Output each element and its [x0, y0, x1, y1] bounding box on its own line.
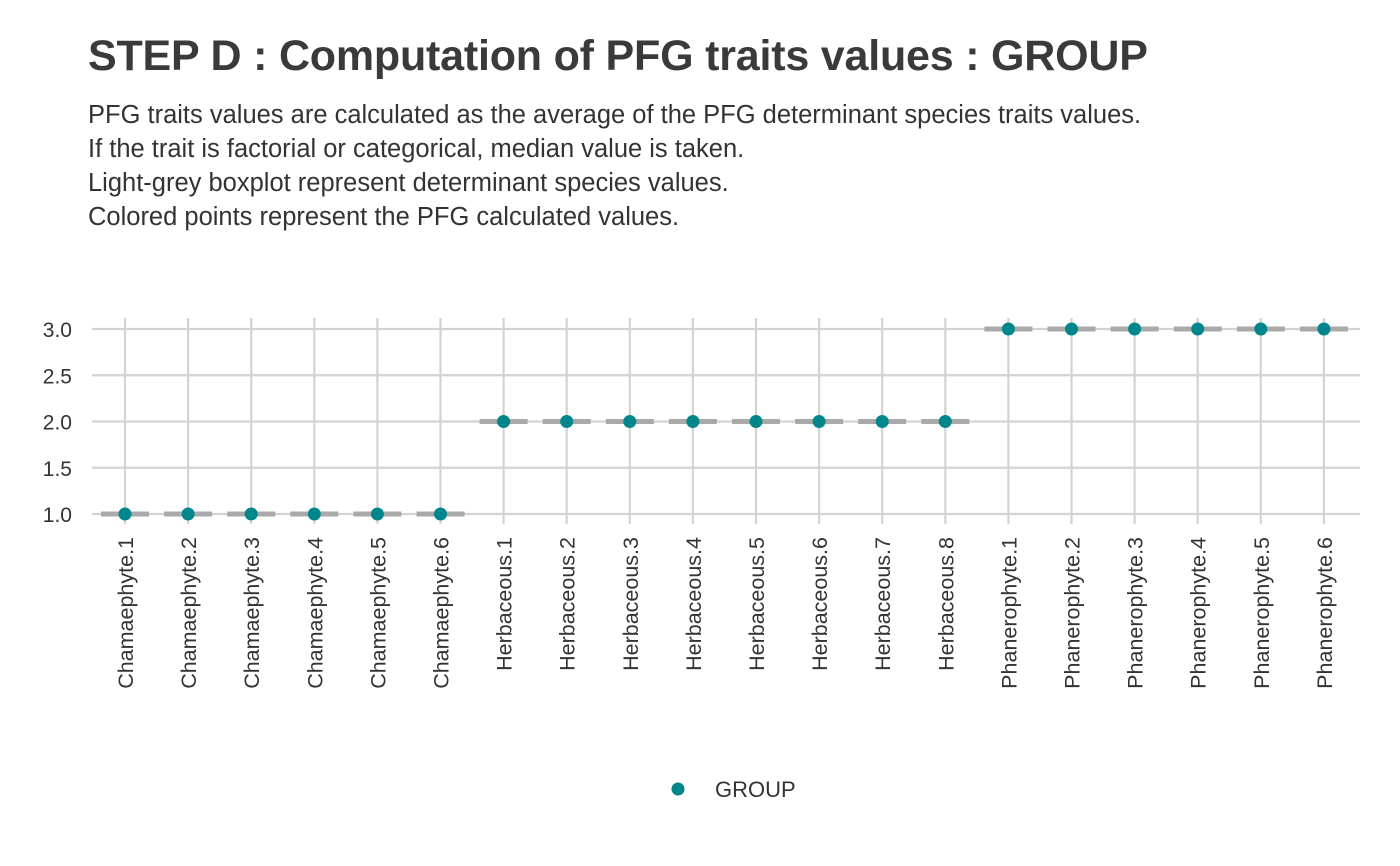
- x-tick-label: Chamaephyte.5: [366, 537, 390, 689]
- y-tick-label: 1.5: [43, 458, 72, 481]
- chart-subtitle: PFG traits values are calculated as the …: [88, 98, 1141, 234]
- y-tick-label: 3.0: [43, 319, 72, 342]
- data-point: [1001, 322, 1015, 336]
- subtitle-line: PFG traits values are calculated as the …: [88, 101, 1142, 129]
- y-tick-label: 2.0: [43, 412, 72, 435]
- data-point: [118, 507, 132, 521]
- x-tick-label: Herbaceous.8: [934, 537, 958, 671]
- data-points: [118, 322, 1331, 521]
- x-tick-label: Chamaephyte.6: [430, 537, 454, 689]
- x-tick-label: Herbaceous.6: [808, 537, 832, 671]
- x-tick-label: Chamaephyte.1: [114, 537, 138, 689]
- x-tick-label: Herbaceous.2: [556, 537, 580, 671]
- x-tick-label: Phanerophyte.3: [1124, 537, 1148, 689]
- x-tick-label: Herbaceous.4: [682, 537, 706, 671]
- x-tick-label: Phanerophyte.6: [1313, 537, 1337, 689]
- x-tick-label: Chamaephyte.2: [177, 537, 201, 689]
- data-point: [812, 415, 826, 428]
- data-point: [938, 415, 952, 428]
- x-tick-label: Herbaceous.7: [871, 537, 895, 671]
- subtitle-line: Light-grey boxplot represent determinant…: [88, 169, 729, 197]
- y-tick-label: 2.5: [43, 365, 72, 388]
- data-point: [560, 415, 574, 428]
- x-axis-ticks: Chamaephyte.1 Chamaephyte.2 Chamaephyte.3 C…: [114, 537, 1337, 689]
- data-point: [1191, 322, 1205, 336]
- subtitle-line: If the trait is factorial or categorical…: [88, 135, 745, 163]
- data-point: [1128, 322, 1142, 336]
- data-point: [875, 415, 889, 428]
- x-tick-label: Chamaephyte.4: [303, 537, 327, 689]
- data-point: [686, 415, 700, 428]
- data-point: [1254, 322, 1268, 336]
- data-point: [434, 507, 447, 521]
- data-point: [497, 415, 511, 428]
- data-point: [1317, 322, 1331, 336]
- x-tick-label: Herbaceous.5: [745, 537, 769, 671]
- legend: GROUP: [671, 777, 796, 802]
- x-tick-label: Herbaceous.3: [619, 537, 643, 671]
- x-tick-label: Herbaceous.1: [493, 537, 517, 671]
- data-point: [307, 507, 321, 521]
- y-axis-ticks: 1.0 1.5 2.0 2.5 3.0: [43, 319, 72, 527]
- y-tick-label: 1.0: [43, 504, 72, 527]
- data-point: [1065, 322, 1078, 336]
- data-point: [244, 507, 258, 521]
- x-tick-label: Phanerophyte.1: [997, 537, 1021, 689]
- chart-title: STEP D : Computation of PFG traits value…: [88, 32, 1148, 80]
- data-point: [181, 507, 195, 521]
- data-point: [749, 415, 763, 428]
- data-point: [623, 415, 637, 428]
- x-tick-label: Phanerophyte.5: [1250, 537, 1274, 689]
- subtitle-line: Colored points represent the PFG calcula…: [88, 203, 680, 231]
- x-tick-label: Phanerophyte.4: [1187, 537, 1211, 689]
- data-point: [370, 507, 384, 521]
- x-tick-label: Chamaephyte.3: [240, 537, 264, 689]
- legend-label: GROUP: [715, 777, 796, 802]
- grid-lines: [92, 318, 1360, 524]
- legend-key-icon: [671, 782, 685, 796]
- x-tick-label: Phanerophyte.2: [1061, 537, 1085, 689]
